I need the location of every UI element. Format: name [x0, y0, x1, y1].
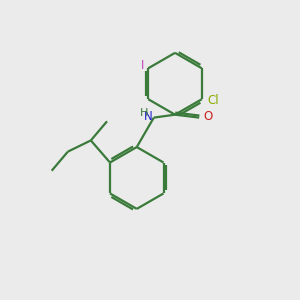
- Text: N: N: [144, 110, 152, 123]
- Text: Cl: Cl: [207, 94, 219, 107]
- Text: H: H: [140, 108, 148, 118]
- Text: O: O: [203, 110, 212, 123]
- Text: I: I: [140, 59, 144, 72]
